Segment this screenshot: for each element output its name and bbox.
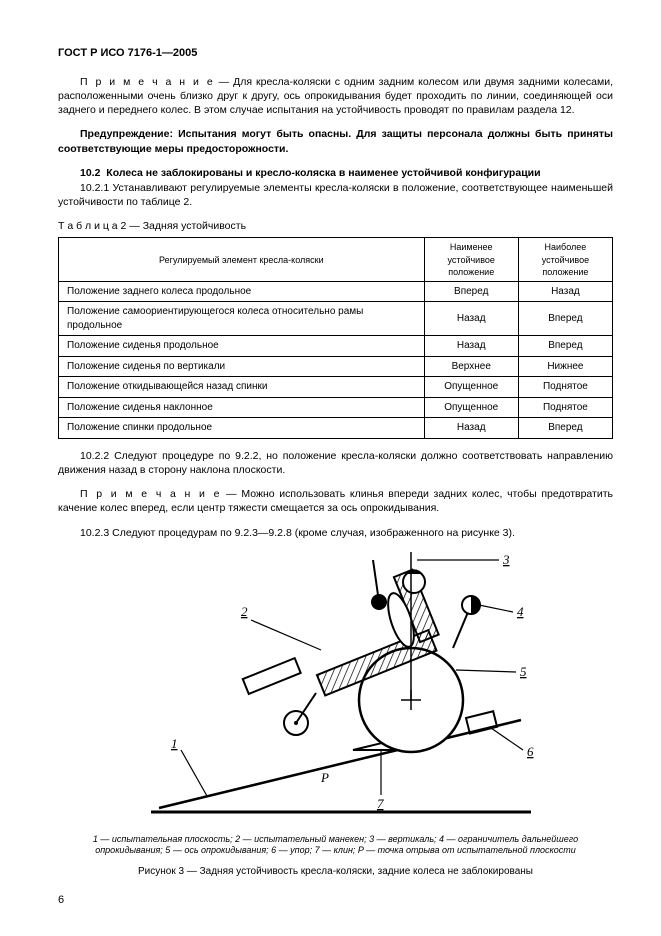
figure-3-caption: Рисунок 3 — Задняя устойчивость кресла-к… xyxy=(58,865,613,879)
section-10-2-num: 10.2 xyxy=(80,167,100,179)
table-cell-most: Поднятое xyxy=(518,377,612,398)
figure-3-legend: 1 — испытательная плоскость; 2 — испытат… xyxy=(58,834,613,857)
table-cell-most: Вперед xyxy=(518,336,612,357)
table-cell-least: Назад xyxy=(424,336,518,357)
table-cell-least: Опущенное xyxy=(424,397,518,418)
section-10-2-title: Колеса не заблокированы и кресло-коляска… xyxy=(106,167,540,179)
table-row: Положение заднего колеса продольное Впер… xyxy=(59,281,613,302)
note-1: П р и м е ч а н и е — Для кресла-коляски… xyxy=(58,75,613,118)
table-body: Положение заднего колеса продольное Впер… xyxy=(59,281,613,438)
table-row: Положение откидывающейся назад спинки Оп… xyxy=(59,377,613,398)
figure-label-2: 2 xyxy=(241,604,248,619)
figure-label-7: 7 xyxy=(377,796,384,811)
table-cell-least: Назад xyxy=(424,302,518,336)
para-10-2-2-text: Следуют процедуре по 9.2.2, но положение… xyxy=(58,450,613,476)
table-cell-most: Поднятое xyxy=(518,397,612,418)
table-cell-least: Опущенное xyxy=(424,377,518,398)
note-2: П р и м е ч а н и е — Можно использовать… xyxy=(58,487,613,515)
warning-paragraph: Предупреждение: Испытания могут быть опа… xyxy=(58,127,613,155)
table-cell-most: Вперед xyxy=(518,418,612,439)
para-10-2-3: 10.2.3 Следуют процедурам по 9.2.3—9.2.8… xyxy=(58,526,613,540)
figure-label-4: 4 xyxy=(517,604,524,619)
para-10-2-1-num: 10.2.1 xyxy=(80,182,109,194)
table-row: Положение сиденья по вертикали Верхнее Н… xyxy=(59,356,613,377)
table-header-row: Регулируемый элемент кресла-коляски Наим… xyxy=(59,238,613,281)
figure-3-svg: P xyxy=(121,550,551,830)
para-10-2-3-text: Следуют процедурам по 9.2.3—9.2.8 (кроме… xyxy=(109,527,515,539)
table-row: Положение самоориентирующегося колеса от… xyxy=(59,302,613,336)
table-2-label: Т а б л и ц а 2 — Задняя устойчивость xyxy=(58,219,613,233)
table-cell-param: Положение заднего колеса продольное xyxy=(59,281,425,302)
table-2: Регулируемый элемент кресла-коляски Наим… xyxy=(58,237,613,438)
note-2-label: П р и м е ч а н и е xyxy=(80,488,221,500)
table-row: Положение сиденья наклонное Опущенное По… xyxy=(59,397,613,418)
table-cell-param: Положение самоориентирующегося колеса от… xyxy=(59,302,425,336)
section-10-2-heading: 10.2 Колеса не заблокированы и кресло-ко… xyxy=(58,166,613,180)
table-cell-most: Вперед xyxy=(518,302,612,336)
para-10-2-3-num: 10.2.3 xyxy=(80,527,109,539)
page: ГОСТ Р ИСО 7176-1—2005 П р и м е ч а н и… xyxy=(0,0,661,936)
document-id: ГОСТ Р ИСО 7176-1—2005 xyxy=(58,46,613,61)
table-header-param: Регулируемый элемент кресла-коляски xyxy=(59,238,425,281)
figure-label-P: P xyxy=(320,770,329,785)
table-row: Положение спинки продольное Назад Вперед xyxy=(59,418,613,439)
table-cell-most: Нижнее xyxy=(518,356,612,377)
figure-label-6: 6 xyxy=(527,744,534,759)
table-header-most: Наиболее устойчивое положение xyxy=(518,238,612,281)
figure-label-3: 3 xyxy=(502,552,510,567)
table-header-least: Наименее устойчивое положение xyxy=(424,238,518,281)
table-cell-param: Положение сиденья наклонное xyxy=(59,397,425,418)
table-cell-most: Назад xyxy=(518,281,612,302)
figure-label-5: 5 xyxy=(520,664,527,679)
table-cell-least: Назад xyxy=(424,418,518,439)
para-10-2-1-text: Устанавливают регулируемые элементы крес… xyxy=(58,182,613,208)
note-1-label: П р и м е ч а н и е xyxy=(80,76,215,88)
figure-3: P xyxy=(58,550,613,879)
table-cell-param: Положение сиденья по вертикали xyxy=(59,356,425,377)
table-cell-least: Верхнее xyxy=(424,356,518,377)
para-10-2-2-num: 10.2.2 xyxy=(80,450,109,462)
table-cell-param: Положение сиденья продольное xyxy=(59,336,425,357)
table-cell-least: Вперед xyxy=(424,281,518,302)
page-number: 6 xyxy=(58,893,64,908)
table-row: Положение сиденья продольное Назад Впере… xyxy=(59,336,613,357)
table-cell-param: Положение спинки продольное xyxy=(59,418,425,439)
para-10-2-1: 10.2.1 Устанавливают регулируемые элемен… xyxy=(58,181,613,209)
figure-label-1: 1 xyxy=(171,736,178,751)
table-cell-param: Положение откидывающейся назад спинки xyxy=(59,377,425,398)
para-10-2-2: 10.2.2 Следуют процедуре по 9.2.2, но по… xyxy=(58,449,613,477)
